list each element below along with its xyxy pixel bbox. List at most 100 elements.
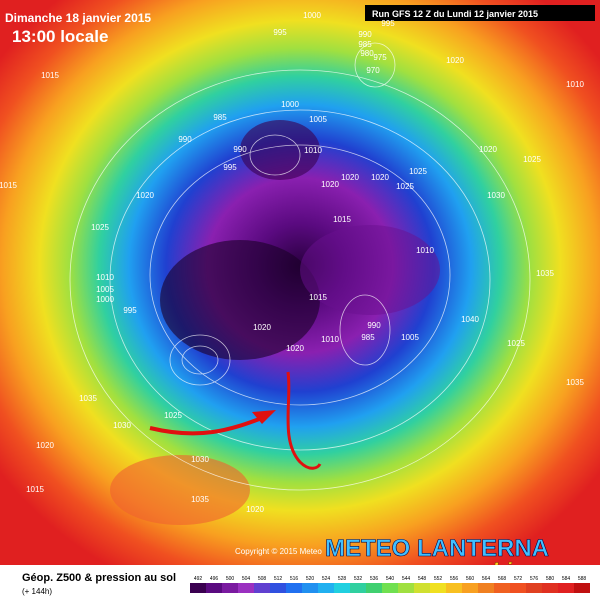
high-area <box>110 455 250 525</box>
scale-label: 580 <box>546 576 555 582</box>
isobar-label: 1015 <box>26 485 44 494</box>
scale-label: 504 <box>242 576 251 582</box>
isobar-label: 1015 <box>41 71 59 80</box>
isobar-label: 1020 <box>321 180 339 189</box>
isobar-label: 1010 <box>416 246 434 255</box>
scale-label: 532 <box>354 576 363 582</box>
isobar-label: 985 <box>213 113 227 122</box>
isobar-label: 1020 <box>479 145 497 154</box>
scale-swatch <box>446 583 462 593</box>
isobar-label: 1030 <box>487 191 505 200</box>
scale-swatch <box>526 583 542 593</box>
low-area <box>160 240 320 360</box>
scale-swatch <box>286 583 302 593</box>
isobar-label: 1000 <box>303 11 321 20</box>
scale-label: 512 <box>274 576 283 582</box>
isobar-label: 1025 <box>91 223 109 232</box>
isobar-label: 1035 <box>536 269 554 278</box>
isobar-label: 990 <box>233 145 247 154</box>
isobar-label: 1020 <box>253 323 271 332</box>
scale-swatch <box>542 583 558 593</box>
isobar-label: 990 <box>367 321 381 330</box>
isobar-label: 1000 <box>96 295 114 304</box>
isobar-label: 1005 <box>401 333 419 342</box>
isobar-label: 1025 <box>409 167 427 176</box>
isobar-label: 970 <box>366 66 380 75</box>
isobar-label: 1020 <box>286 344 304 353</box>
isobar-label: 1020 <box>246 505 264 514</box>
isobar-label: 985 <box>358 40 372 49</box>
isobar-label: 1015 <box>309 293 327 302</box>
scale-swatch <box>334 583 350 593</box>
scale-label: 564 <box>482 576 491 582</box>
scale-swatch <box>510 583 526 593</box>
flow-arrow <box>149 416 263 436</box>
date: Dimanche 18 janvier 2015 <box>5 11 151 25</box>
scale-swatch <box>238 583 254 593</box>
isobar-label: 995 <box>223 163 237 172</box>
scale-label: 500 <box>226 576 235 582</box>
isobar-label: 1020 <box>371 173 389 182</box>
isobar-label: 1030 <box>191 455 209 464</box>
scale-swatch <box>206 583 222 593</box>
scale-swatch <box>302 583 318 593</box>
scale-label: 536 <box>370 576 379 582</box>
scale-label: 540 <box>386 576 395 582</box>
isobar-label: 1020 <box>36 441 54 450</box>
scale-swatch <box>190 583 206 593</box>
scale-label: 528 <box>338 576 347 582</box>
isobar-label: 995 <box>273 28 287 37</box>
scale-swatch <box>222 583 238 593</box>
scale-swatch <box>366 583 382 593</box>
scale-label: 544 <box>402 576 411 582</box>
scale-label: 508 <box>258 576 267 582</box>
flow-arrow <box>286 371 322 470</box>
isobar-label: 990 <box>358 30 372 39</box>
scale-label: 584 <box>562 576 571 582</box>
isobar-label: 1010 <box>96 273 114 282</box>
scale-swatch <box>414 583 430 593</box>
scale-label: 552 <box>434 576 443 582</box>
run: Run GFS 12 Z du Lundi 12 janvier 2015 <box>372 9 538 19</box>
footer-lead: (+ 144h) <box>22 587 52 596</box>
isobar-label: 985 <box>361 333 375 342</box>
scale-swatch <box>350 583 366 593</box>
scale-swatch <box>398 583 414 593</box>
scale-label: 556 <box>450 576 459 582</box>
scale-label: 496 <box>210 576 219 582</box>
scale-swatch <box>382 583 398 593</box>
scale-swatch <box>494 583 510 593</box>
scale-label: 576 <box>530 576 539 582</box>
scale-label: 568 <box>498 576 507 582</box>
isobars <box>69 42 531 491</box>
footer <box>0 565 600 600</box>
isobar-label: 1010 <box>304 146 322 155</box>
isobar-label: 1035 <box>79 394 97 403</box>
isobar-label: 1025 <box>164 411 182 420</box>
low-area <box>240 120 320 180</box>
isobar-label: 995 <box>381 19 395 28</box>
isobar-label: 1015 <box>333 215 351 224</box>
isobar-label: 1025 <box>396 182 414 191</box>
scale-swatch <box>462 583 478 593</box>
scale-label: 588 <box>578 576 587 582</box>
scale-label: 516 <box>290 576 299 582</box>
scale-label: 492 <box>194 576 203 582</box>
time: 13:00 locale <box>12 27 108 46</box>
isobar-label: 1025 <box>507 339 525 348</box>
scale-label: 560 <box>466 576 475 582</box>
isobar-label: 1020 <box>341 173 359 182</box>
copyright: Copyright © 2015 Meteo <box>235 547 322 556</box>
scale-swatch <box>318 583 334 593</box>
scale-label: 524 <box>322 576 331 582</box>
isobar-label: 975 <box>373 53 387 62</box>
isobar-label: 1035 <box>191 495 209 504</box>
isobar-label: 1010 <box>321 335 339 344</box>
isobar-label: 1005 <box>96 285 114 294</box>
scale-swatch <box>270 583 286 593</box>
isobar-label: 1010 <box>566 80 584 89</box>
isobar-label: 1025 <box>523 155 541 164</box>
isobar-label: 990 <box>178 135 192 144</box>
scale-swatch <box>558 583 574 593</box>
